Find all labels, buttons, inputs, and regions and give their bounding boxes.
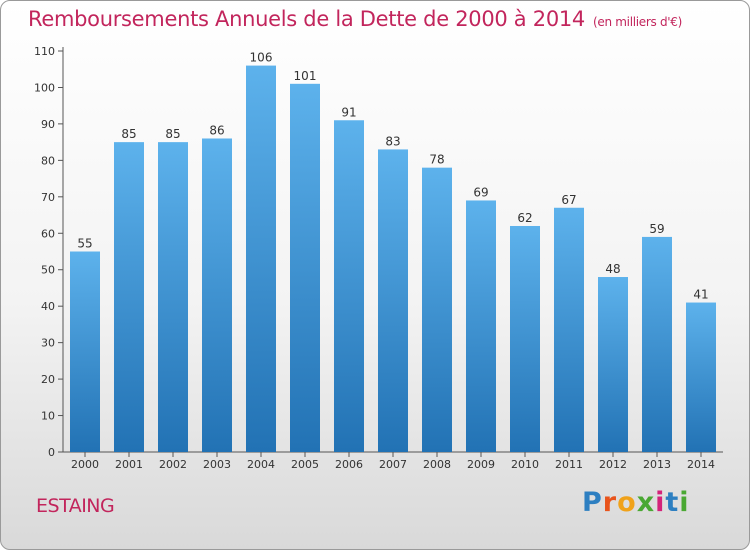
y-tick-label: 10 <box>41 410 55 423</box>
chart-title: Remboursements Annuels de la Dette de 20… <box>28 7 682 31</box>
y-tick-label: 50 <box>41 264 55 277</box>
x-tick-label-2013: 2013 <box>643 458 671 471</box>
bar-2008 <box>422 167 452 452</box>
data-label-2000: 55 <box>77 237 92 251</box>
data-label-2005: 101 <box>294 69 317 83</box>
data-label-2006: 91 <box>341 105 356 119</box>
commune-name: ESTAING <box>36 495 115 517</box>
x-tick-label-2003: 2003 <box>203 458 231 471</box>
logo-letter: P <box>582 487 603 518</box>
x-tick-label-2010: 2010 <box>511 458 539 471</box>
y-tick-label: 100 <box>34 81 55 94</box>
logo-letter: i <box>679 487 690 518</box>
data-label-2009: 69 <box>473 185 488 199</box>
x-tick-label-2011: 2011 <box>555 458 583 471</box>
bar-2006 <box>334 120 364 452</box>
x-tick-label-2008: 2008 <box>423 458 451 471</box>
x-tick-label-2006: 2006 <box>335 458 363 471</box>
x-tick-label-2002: 2002 <box>159 458 187 471</box>
logo-letter: o <box>617 487 637 518</box>
data-label-2011: 67 <box>561 193 576 207</box>
data-label-2012: 48 <box>605 262 620 276</box>
data-label-2001: 85 <box>121 127 136 141</box>
y-tick-label: 20 <box>41 373 55 386</box>
data-label-2010: 62 <box>517 211 532 225</box>
y-tick-label: 40 <box>41 300 55 313</box>
data-label-2013: 59 <box>649 222 664 236</box>
bar-2011 <box>554 207 584 452</box>
bar-2007 <box>378 149 408 452</box>
bar-2014 <box>686 302 716 452</box>
data-label-2004: 106 <box>250 51 273 65</box>
y-tick-label: 80 <box>41 154 55 167</box>
bar-2000 <box>70 251 100 452</box>
bar-2001 <box>114 142 144 453</box>
bar-2010 <box>510 225 540 452</box>
data-label-2014: 41 <box>693 288 708 302</box>
bars <box>70 65 716 453</box>
bar-2012 <box>598 277 628 452</box>
proxiti-logo: Proxiti <box>582 487 690 518</box>
data-label-2003: 86 <box>209 123 224 137</box>
bar-2013 <box>642 236 672 452</box>
y-tick-label: 30 <box>41 337 55 350</box>
chart-title-text: Remboursements Annuels de la Dette de 20… <box>28 7 585 31</box>
x-tick-label-2004: 2004 <box>247 458 275 471</box>
x-axis: 2000 2001 2002 2003 2004 2005 2006 2007 2008 2009… <box>63 451 723 471</box>
y-tick-label: 70 <box>41 191 55 204</box>
y-tick-label: 90 <box>41 118 55 131</box>
y-tick-label: 110 <box>34 45 55 58</box>
x-tick-label-2012: 2012 <box>599 458 627 471</box>
y-tick-label: 60 <box>41 227 55 240</box>
logo-letter: t <box>665 487 680 518</box>
x-tick-label-2005: 2005 <box>291 458 319 471</box>
y-tick-label: 0 <box>48 446 55 459</box>
x-tick-label-2014: 2014 <box>687 458 715 471</box>
data-labels: 55 85 85 86 106 101 91 83 78 69 62 67 48 59 41 <box>77 51 708 302</box>
x-tick-label-2007: 2007 <box>379 458 407 471</box>
bar-2002 <box>158 142 188 453</box>
y-axis: 0 10 20 30 40 50 60 70 80 90 100 110 <box>34 45 64 459</box>
bar-2005 <box>290 83 320 453</box>
data-label-2008: 78 <box>429 153 444 167</box>
bar-2004 <box>246 65 276 452</box>
x-tick-label-2000: 2000 <box>71 458 99 471</box>
logo-letter: r <box>602 487 618 518</box>
bar-2003 <box>202 138 232 452</box>
bar-2009 <box>466 200 496 452</box>
data-label-2007: 83 <box>385 134 400 148</box>
chart-unit: (en milliers d'€) <box>593 15 683 29</box>
logo-letter: i <box>655 487 666 518</box>
x-tick-label-2009: 2009 <box>467 458 495 471</box>
data-label-2002: 85 <box>165 127 180 141</box>
x-tick-label-2001: 2001 <box>115 458 143 471</box>
logo-letter: x <box>636 487 656 518</box>
